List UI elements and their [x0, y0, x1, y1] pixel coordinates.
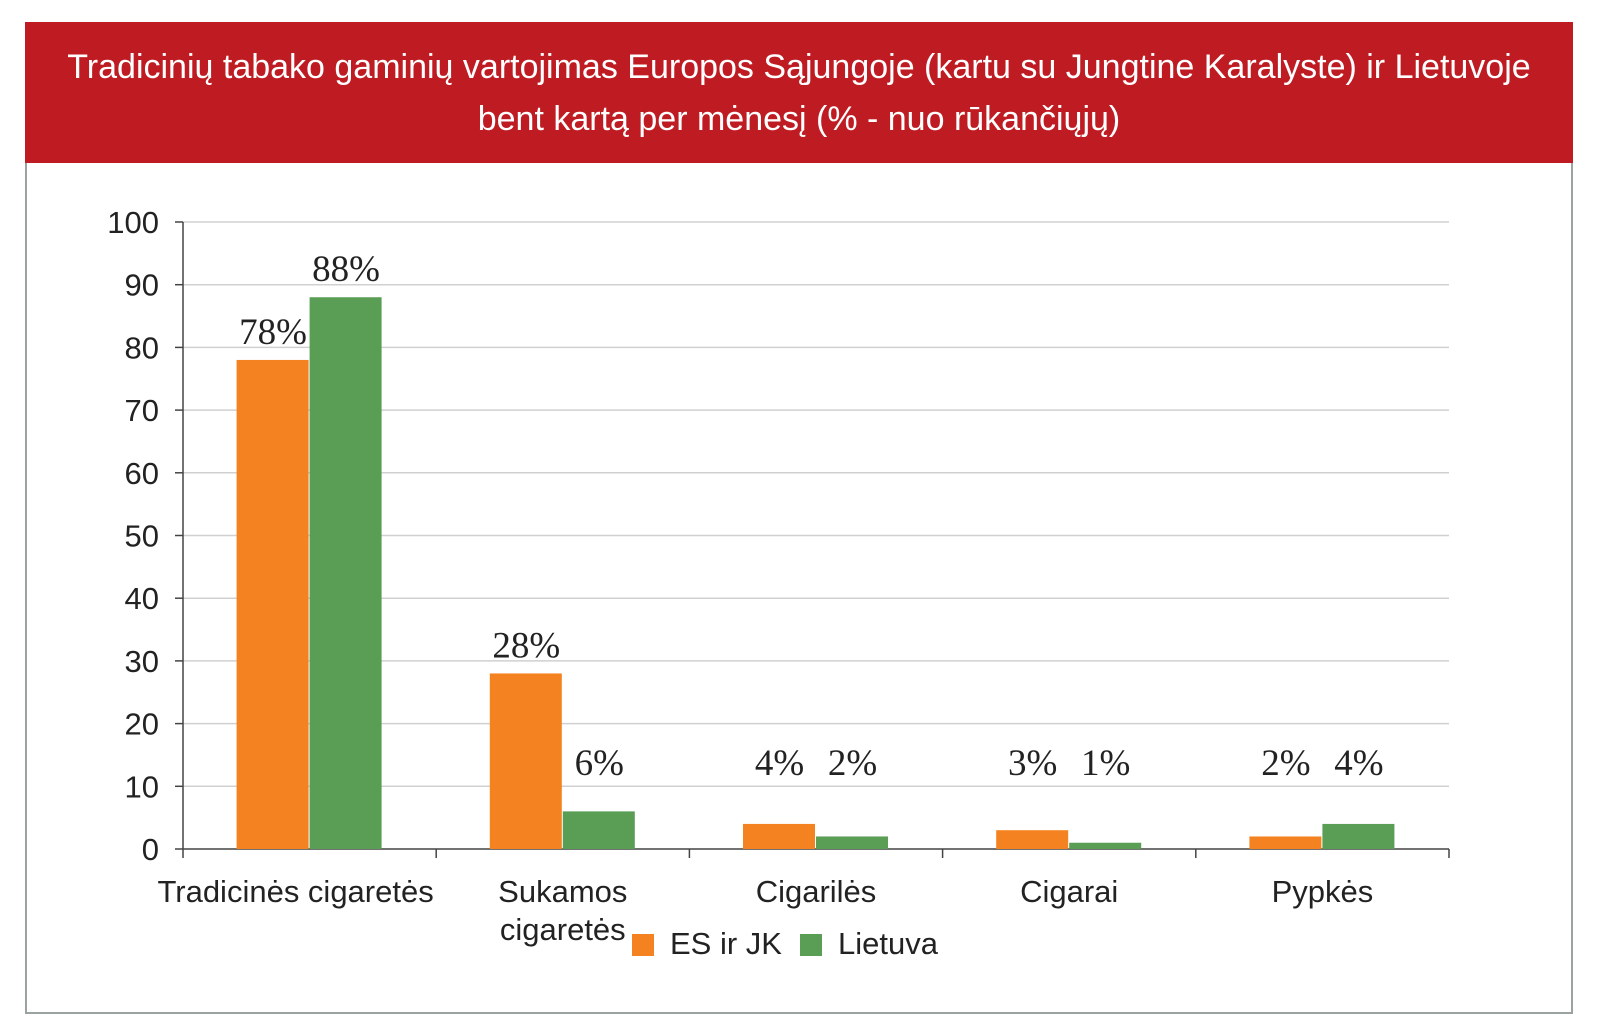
y-tick-label: 0 [142, 832, 159, 867]
data-label: 4% [1334, 743, 1383, 784]
bar-es-jk [236, 359, 309, 849]
y-tick-label: 30 [125, 644, 159, 679]
category-label: Cigarai [1020, 874, 1118, 909]
y-tick-label: 10 [125, 769, 159, 804]
bar-es-jk [489, 673, 562, 849]
category-label: Pypkės [1272, 874, 1374, 909]
y-tick-label: 90 [125, 268, 159, 303]
data-label: 2% [828, 743, 877, 784]
bar-es-jk [996, 830, 1069, 849]
category-label: Tradicinės cigaretės [157, 874, 433, 909]
data-label: 2% [1261, 743, 1310, 784]
data-label: 4% [755, 743, 804, 784]
legend-swatch-lietuva [800, 934, 822, 956]
y-tick-label: 80 [125, 330, 159, 365]
category-label: Sukamos [498, 874, 627, 909]
bar-lietuva [309, 297, 382, 849]
data-label: 6% [575, 743, 624, 784]
legend-label: Lietuva [838, 926, 939, 961]
chart-title: Tradicinių tabako gaminių vartojimas Eur… [67, 41, 1530, 145]
bar-lietuva [816, 836, 888, 849]
y-tick-label: 100 [107, 205, 159, 240]
y-tick-label: 60 [125, 456, 159, 491]
chart-title-line-2: bent kartą per mėnesį (% - nuo rūkančiųj… [477, 99, 1121, 138]
y-tick-label: 20 [125, 707, 159, 742]
bar-es-jk [1249, 836, 1322, 849]
bar-es-jk [743, 823, 815, 849]
data-label: 1% [1081, 743, 1130, 784]
data-label: 28% [492, 625, 560, 666]
bar-lietuva [562, 811, 635, 849]
data-label: 3% [1008, 743, 1057, 784]
chart-header: Tradicinių tabako gaminių vartojimas Eur… [25, 22, 1573, 163]
y-tick-label: 70 [125, 393, 159, 428]
data-label: 78% [239, 312, 307, 353]
chart-title-line-1: Tradicinių tabako gaminių vartojimas Eur… [67, 47, 1531, 86]
data-label: 88% [312, 249, 380, 290]
bar-lietuva [1322, 823, 1395, 849]
legend-swatch-es-jk [632, 934, 654, 956]
legend-label: ES ir JK [670, 926, 782, 961]
bar-lietuva [1069, 842, 1142, 849]
y-tick-label: 50 [125, 519, 159, 554]
category-label: cigaretės [500, 912, 626, 947]
y-tick-label: 40 [125, 581, 159, 616]
category-label: Cigarilės [756, 874, 877, 909]
